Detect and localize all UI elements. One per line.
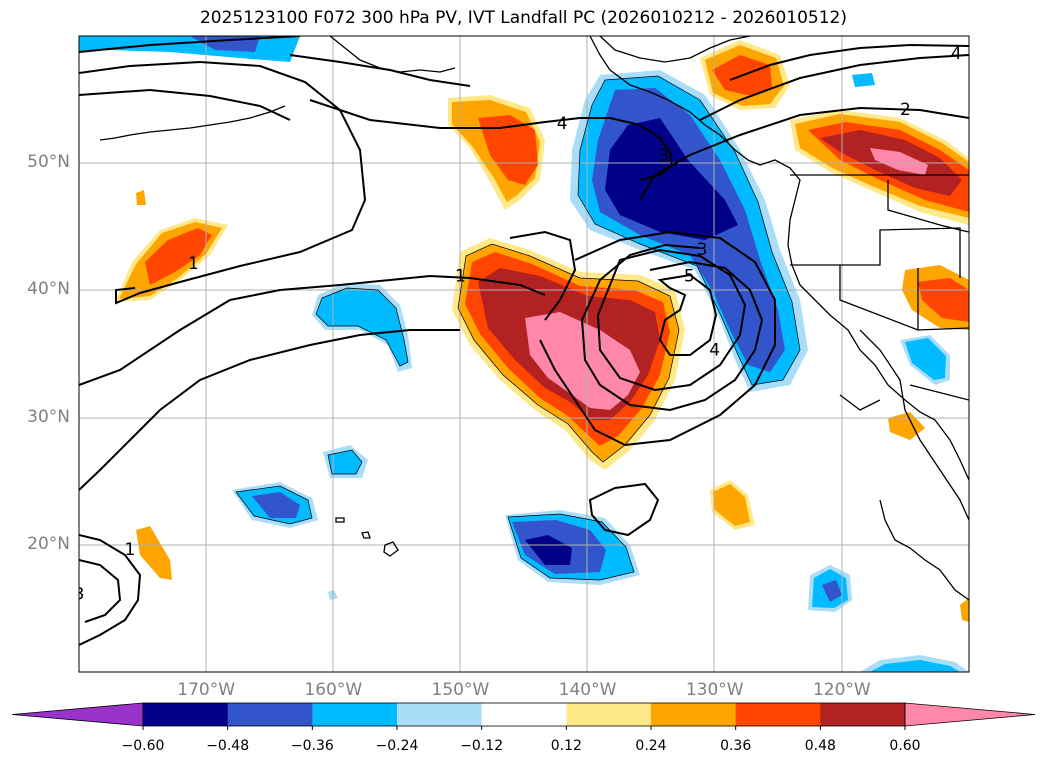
contour-label: 4 <box>951 44 962 64</box>
colorbar-extend-high <box>904 702 1036 727</box>
colorbar-bin <box>566 703 652 726</box>
lon-tick-label: 130°W <box>685 680 744 700</box>
colorbar-frame <box>142 702 906 727</box>
colorbar-bin <box>481 703 567 726</box>
colorbar-tick-label: −0.12 <box>460 738 504 754</box>
map-title: 2025123100 F072 300 hPa PV, IVT Landfall… <box>199 8 847 28</box>
lat-tick-label: 30°N <box>27 406 70 427</box>
lon-tick-label: 160°W <box>304 680 363 700</box>
contour-label: 5 <box>684 267 695 287</box>
contour-label: 3 <box>658 146 669 166</box>
colorbar-bin <box>227 703 313 726</box>
lon-tick-label: 170°W <box>177 680 236 700</box>
contour-label: 3 <box>74 585 85 605</box>
pv-shading-layer <box>79 36 969 672</box>
colorbar-tick-label: −0.24 <box>375 738 419 754</box>
colorbar-extend-low <box>11 702 144 727</box>
map-frame <box>78 35 970 673</box>
colorbar-tick-label: 0.48 <box>804 738 836 754</box>
contour-label: 4 <box>557 114 568 134</box>
colorbar-bin <box>312 703 398 726</box>
contour-label: 4 <box>709 340 720 360</box>
colorbar-tick-label: 0.12 <box>550 738 582 754</box>
shading-outlines <box>235 75 801 581</box>
lon-tick-label: 120°W <box>812 680 871 700</box>
colorbar-tick-label: −0.60 <box>121 738 165 754</box>
lat-tick-label: 20°N <box>27 533 70 554</box>
colorbar-bin <box>651 703 737 726</box>
gridlines <box>79 36 969 672</box>
lon-tick-label: 150°W <box>431 680 490 700</box>
ivt-contours <box>79 36 969 646</box>
colorbar-tick-label: 0.60 <box>889 738 921 754</box>
colorbar-tick-label: −0.48 <box>206 738 250 754</box>
colorbar-tick-label: 0.24 <box>635 738 667 754</box>
lon-tick-label: 140°W <box>558 680 617 700</box>
colorbar-tick-label: 0.36 <box>720 738 752 754</box>
colorbar-bin <box>397 703 483 726</box>
colorbar <box>11 702 1036 730</box>
contour-label: 1 <box>455 267 466 287</box>
colorbar-bin <box>143 703 229 726</box>
contour-label: 2 <box>900 100 911 120</box>
colorbar-bin <box>820 703 906 726</box>
coastlines <box>99 36 969 601</box>
contour-label: 1 <box>188 254 199 274</box>
lat-tick-label: 50°N <box>27 152 70 173</box>
contour-label: 1 <box>124 540 135 560</box>
contour-label: 3 <box>697 240 708 260</box>
colorbar-tick-label: −0.36 <box>290 738 334 754</box>
colorbar-bin <box>735 703 821 726</box>
lat-tick-label: 40°N <box>27 279 70 300</box>
